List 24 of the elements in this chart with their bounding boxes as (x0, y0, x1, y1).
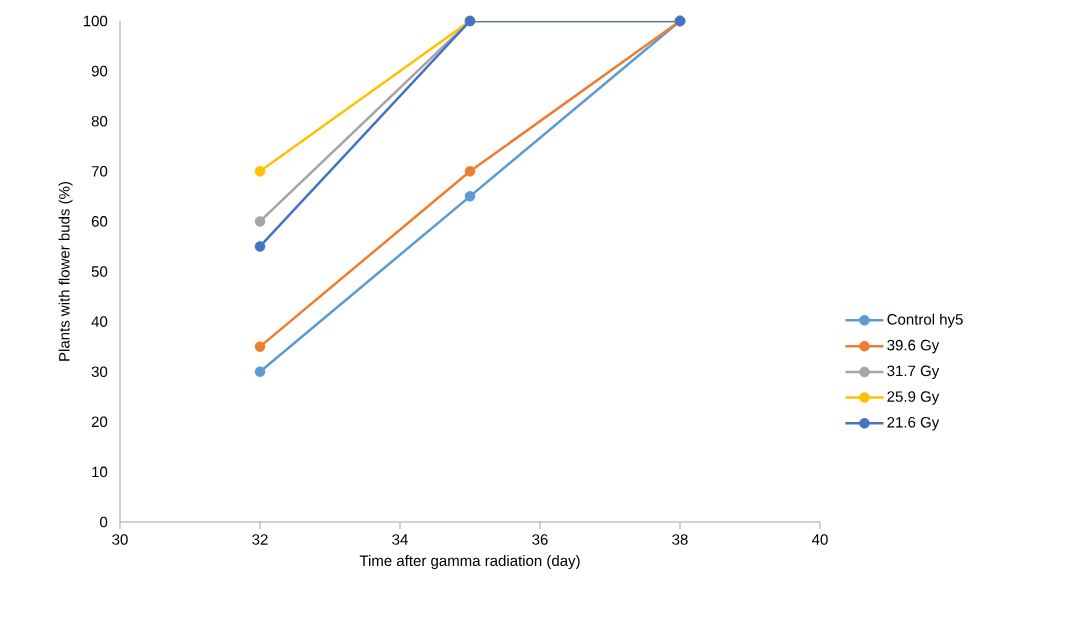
y-tick-label: 90 (91, 65, 108, 77)
x-tick-label: 36 (532, 534, 548, 545)
y-tick-label: 70 (91, 165, 108, 177)
legend-label: Control hy5 (887, 313, 963, 328)
y-tick-label: 60 (91, 216, 108, 227)
x-tick-label: 34 (392, 534, 408, 545)
x-tick-label: 38 (672, 534, 688, 545)
x-tick-label: 32 (252, 534, 268, 545)
y-tick-label: 100 (83, 15, 108, 27)
y-tick-label: 20 (91, 416, 108, 428)
y-tick-label: 30 (91, 366, 108, 378)
y-tick-label: 40 (91, 316, 108, 327)
y-tick-label: 50 (91, 266, 108, 277)
x-tick-label: 30 (112, 534, 128, 545)
legend-label: 21.6 Gy (887, 416, 940, 431)
legend-label: 31.7 Gy (887, 365, 940, 380)
y-axis-title: Plants with flower buds (%) (58, 182, 73, 361)
y-tick-label: 80 (91, 115, 108, 127)
x-tick-label: 40 (812, 534, 828, 545)
x-axis-title: Time after gamma radiation (day) (359, 555, 580, 569)
legend-label: 25.9 Gy (887, 391, 940, 405)
y-tick-label: 0 (100, 516, 108, 528)
legend-label: 39.6 Gy (887, 339, 940, 354)
y-tick-label: 10 (92, 466, 108, 478)
